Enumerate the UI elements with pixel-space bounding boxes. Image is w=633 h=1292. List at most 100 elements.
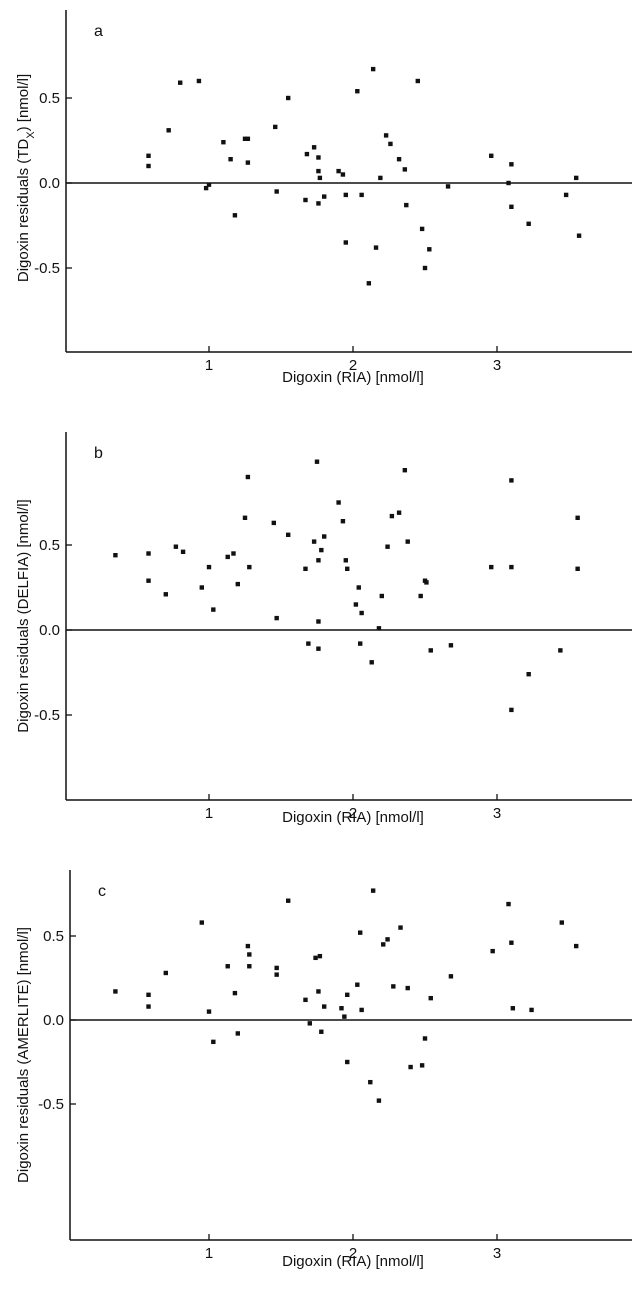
y-axis-label: Digoxin residuals (DELFIA) [nmol/l] [15,499,32,732]
data-point [203,185,209,191]
data-point [574,175,579,181]
data-point [529,1007,534,1013]
data-point [163,592,168,597]
data-point [343,240,348,245]
data-point [345,566,350,571]
data-point [398,925,403,930]
data-point [376,1098,382,1103]
data-point [336,168,341,174]
data-point [340,519,346,524]
data-point [286,95,291,101]
data-point [359,192,364,198]
data-point [196,78,202,84]
data-point [576,233,582,238]
data-point [242,136,248,141]
data-point [355,89,360,94]
data-point [418,593,423,599]
data-point [322,534,327,539]
data-point [448,643,454,648]
y-tick-label: -0.5 [38,1096,64,1113]
data-point [343,192,348,198]
y-axis-label: Digoxin residuals (AMERLITE) [nmol/l] [15,927,32,1183]
y-axis-label: Digoxin residuals (TDX) [nmol/l] [15,74,37,282]
x-tick-label: 3 [493,357,501,374]
data-point [489,153,494,158]
data-point [314,459,320,464]
data-point [370,66,376,72]
data-point [316,646,321,651]
data-point [369,660,374,665]
data-point [428,995,433,1001]
data-point [558,648,563,653]
data-point [231,551,236,556]
data-point [247,952,252,957]
data-point [199,585,204,590]
data-point [311,539,317,544]
data-point [366,281,372,286]
y-tick-label: 0.0 [39,622,60,639]
data-point [359,1007,364,1013]
data-point [206,182,212,187]
data-point [422,265,428,271]
data-point [379,593,384,599]
y-tick-label: 0.0 [43,1012,64,1029]
data-point [313,955,318,961]
data-point [232,990,238,996]
data-point [448,974,454,979]
data-point [317,953,323,959]
data-point [247,964,252,969]
y-tick-label: -0.5 [34,707,60,724]
data-point [235,581,240,587]
data-point [113,553,118,558]
data-point [307,1021,312,1026]
data-point [316,201,321,206]
data-point [389,513,395,519]
data-point [166,128,171,133]
data-point [274,615,279,621]
data-point [526,221,531,226]
panel-letter: c [98,883,106,900]
panel-c: 1 2 3 0.5 0.0 -0.5 Digoxin (RIA) [nmol/l] Digox… [15,870,632,1270]
panel-letter: b [94,445,103,462]
data-point [304,151,310,157]
data-point [405,539,410,544]
data-point [424,580,429,585]
x-tick-label: 1 [205,805,213,822]
data-point [206,564,212,570]
data-point [316,619,321,624]
panel-letter: a [94,23,103,40]
data-point [206,1009,212,1014]
data-point [146,153,151,158]
data-point [245,160,251,165]
x-axis-label: Digoxin (RIA) [nmol/l] [282,369,424,386]
data-point [146,163,151,169]
data-point [319,1029,324,1034]
data-point [345,992,350,997]
data-point [370,888,376,893]
data-point [343,558,348,563]
data-point [506,901,511,907]
y-tick-label: 0.0 [39,175,60,192]
data-point [391,984,396,989]
data-point [211,1039,216,1045]
data-point [146,578,151,583]
data-point [509,204,514,209]
data-point [404,202,409,208]
data-point [247,564,252,570]
data-point [489,564,494,570]
data-point [322,1004,327,1009]
data-point [396,510,402,515]
data-point [303,997,308,1003]
data-point [563,192,569,198]
data-point [274,965,279,971]
data-point [336,500,341,505]
data-point [303,197,308,203]
panel-b: 1 2 3 0.5 0.0 -0.5 Digoxin (RIA) [nmol/l] Digox… [15,432,632,826]
data-point [427,247,432,252]
data-point [271,520,276,526]
data-point [509,940,514,945]
data-point [339,1006,344,1011]
data-point [419,1063,425,1068]
data-point [388,141,393,147]
data-point [306,641,311,646]
